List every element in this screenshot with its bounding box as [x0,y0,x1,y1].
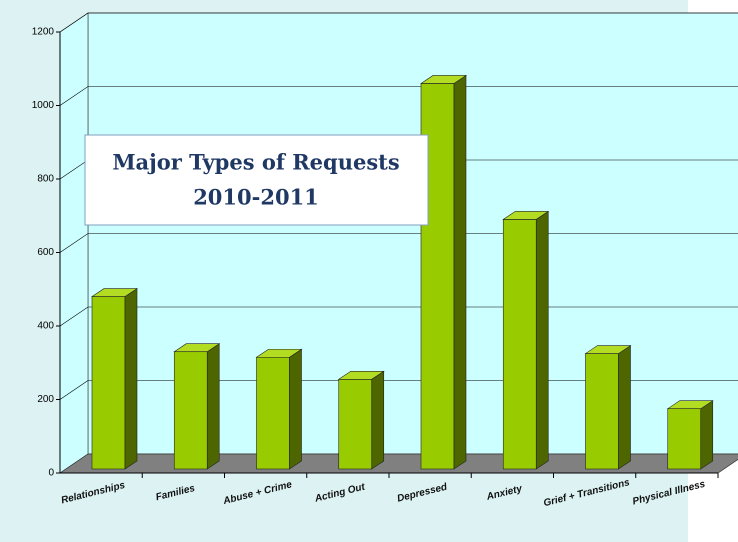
chart-subtitle: 2010-2011 [193,185,319,210]
bar [91,296,126,470]
bar [667,408,702,470]
bar-side [124,288,138,470]
bar-top [173,343,221,353]
y-tick-label: 200 [37,394,54,405]
title-box [84,134,429,226]
bar-side [289,348,302,470]
bar-side [453,74,467,470]
bar-top [91,288,138,297]
y-tick-label: 600 [37,247,54,258]
bar-side [618,345,631,470]
chart-title: Major Types of Requests [112,150,399,175]
bar-top [255,348,303,358]
bar [338,378,373,470]
y-tick-label: 0 [48,468,54,479]
bar-top [666,400,714,409]
grid-line [59,86,738,106]
bar-side [700,400,714,470]
bar [173,351,208,470]
bar [502,219,537,470]
bar-top [420,75,467,84]
bar-top [502,211,550,220]
bar-side [535,210,549,470]
grid-line [59,12,738,33]
y-tick-label: 800 [37,174,54,185]
y-tick-label: 1200 [32,27,55,38]
bar-side [371,370,385,470]
y-tick-label: 400 [37,321,54,332]
y-tick-label: 1000 [32,100,55,111]
bar-top [337,370,385,380]
bar-side [206,343,220,470]
bar [256,356,290,470]
floor [58,453,738,474]
bar [585,353,619,470]
bar-top [584,345,632,354]
